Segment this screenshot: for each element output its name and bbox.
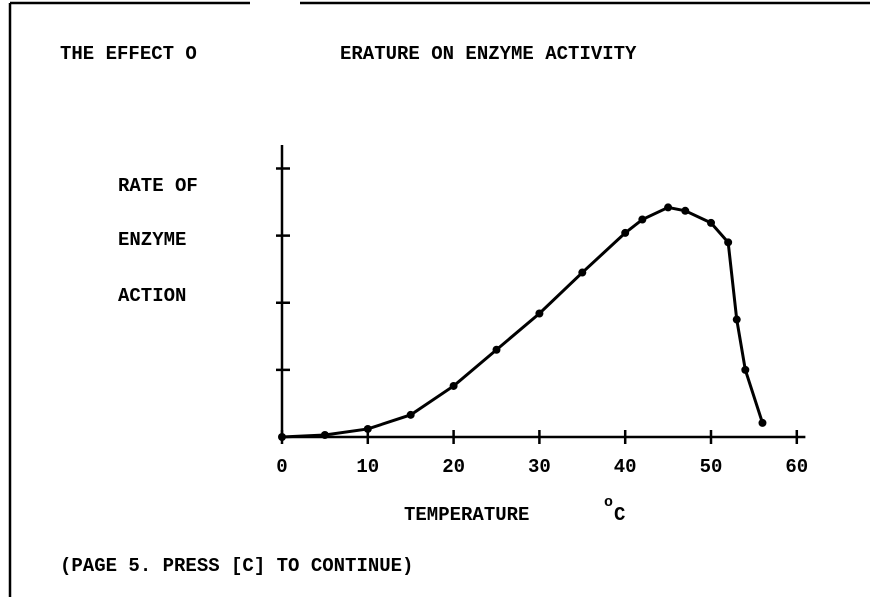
- data-point: [664, 203, 673, 212]
- data-point: [578, 268, 587, 277]
- data-point: [535, 309, 544, 318]
- data-point: [320, 430, 329, 439]
- data-point: [758, 418, 767, 427]
- data-point: [278, 433, 286, 441]
- x-tick-label: 30: [528, 456, 551, 478]
- title: THE EFFECT O: [60, 43, 197, 65]
- data-line: [281, 205, 764, 439]
- y-label: ENZYME: [118, 229, 186, 251]
- data-point: [707, 218, 715, 227]
- data-point: [492, 345, 501, 354]
- data-point: [406, 410, 415, 419]
- footer: (PAGE 5. PRESS [C] TO CONTINUE): [60, 555, 413, 577]
- data-point: [449, 381, 458, 390]
- x-label: TEMPERATURE: [404, 504, 529, 526]
- data-point: [741, 365, 750, 374]
- data-point: [681, 206, 690, 215]
- data-point: [724, 238, 733, 247]
- data-point: [363, 424, 372, 433]
- x-tick-label: 50: [700, 456, 723, 478]
- x-tick-label: 20: [442, 456, 465, 478]
- x-unit: C: [614, 504, 625, 526]
- x-unit: o: [604, 494, 613, 511]
- x-tick-label: 10: [356, 456, 379, 478]
- y-label: RATE OF: [118, 175, 198, 197]
- x-tick-label: 60: [785, 456, 808, 478]
- y-label: ACTION: [118, 285, 186, 307]
- title: ERATURE ON ENZYME ACTIVITY: [340, 43, 637, 65]
- data-point: [621, 228, 630, 237]
- x-tick-label: 0: [276, 456, 287, 478]
- data-point: [732, 315, 741, 324]
- data-point: [638, 215, 647, 224]
- x-tick-label: 40: [614, 456, 637, 478]
